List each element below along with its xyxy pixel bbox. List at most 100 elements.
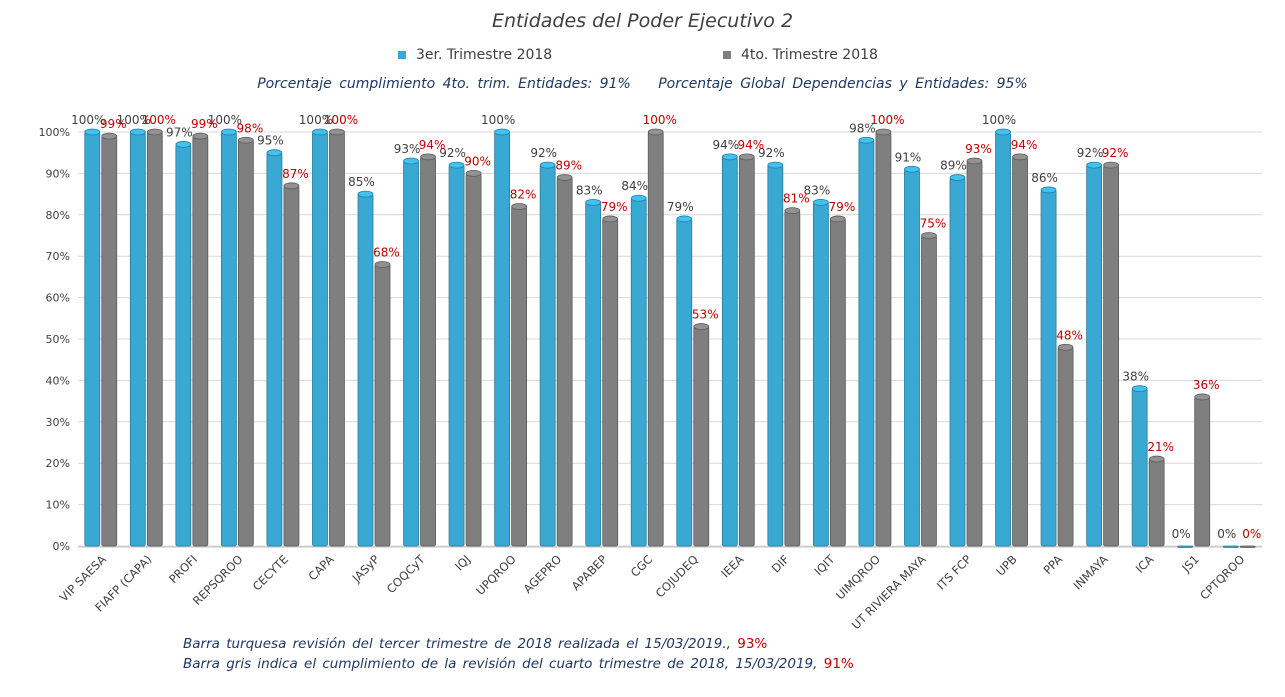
bar-top-4to-6 [374,261,391,268]
category-label: DIF [769,552,792,575]
bar-top-4to-22 [1103,161,1120,169]
bar-top-3er-20 [995,128,1011,136]
bar-3er-0 [84,131,101,547]
bar-4to-7 [420,156,436,547]
bar-4to-15 [784,210,801,547]
category-label: APABEP [569,552,610,593]
bar-top-3er-8 [448,161,465,169]
category-label: CECYTE [250,552,291,593]
data-label-3er: 100% [208,113,242,127]
bar-4to-11 [602,218,619,547]
data-label-4to: 94% [1011,138,1038,152]
category-label: COJUDEQ [653,552,701,600]
bar-top-4to-17 [875,128,892,136]
footnote-turquoise-text: Barra turquesa revisión del tercer trime… [183,636,731,652]
bar-3er-4 [266,152,283,547]
bar-3er-11 [585,201,602,547]
bar-top-4to-16 [829,215,846,223]
bar-top-4to-20 [1012,153,1028,161]
bar-top-3er-1 [129,128,146,136]
chart-title: Entidades del Poder Ejecutivo 2 [491,10,794,32]
bar-top-4to-5 [329,128,345,136]
bar-3er-15 [767,164,784,547]
data-label-3er: 100% [117,113,151,127]
chart-legend: 3er. Trimestre 2018 4to. Trimestre 2018 [0,47,1285,67]
bar-4to-22 [1103,164,1120,547]
data-label-3er: 100% [71,113,105,127]
y-tick-label: 30% [46,416,70,429]
category-label: ITS FCP [934,552,974,592]
bar-3er-20 [995,131,1011,547]
footnote-gray: Barra gris indica el cumplimiento de la … [183,656,854,672]
bar-3er-21 [1040,189,1057,547]
data-label-4to: 48% [1056,328,1083,342]
bar-4to-21 [1057,346,1074,547]
bar-3er-24 [1177,545,1194,548]
bar-top-3er-9 [494,128,511,136]
data-label-3er: 97% [166,125,193,139]
bar-4to-8 [465,172,482,547]
category-label: CAPA [305,552,336,583]
data-label-4to: 99% [191,117,218,131]
bar-top-3er-11 [585,198,602,206]
category-label: PPA [1040,552,1065,577]
bar-top-3er-21 [1040,186,1057,194]
bar-3er-1 [129,131,146,547]
data-label-4to: 89% [555,159,582,173]
bar-3er-17 [858,139,875,547]
data-label-3er: 94% [712,138,739,152]
bar-top-3er-0 [84,128,101,136]
bar-4to-13 [693,326,710,547]
bar-top-4to-9 [511,203,528,210]
bar-top-4to-15 [784,207,801,215]
bar-top-4to-23 [1148,455,1165,463]
data-label-3er: 92% [758,146,785,160]
data-label-3er: 38% [1122,370,1149,384]
data-label-3er: 92% [530,146,557,160]
category-label: CPTQROO [1197,552,1247,602]
bar-4to-25 [1239,545,1256,548]
bar-top-3er-4 [266,149,283,157]
footnote-turquoise: Barra turquesa revisión del tercer trime… [183,636,767,652]
y-tick-label: 100% [39,126,70,139]
y-tick-label: 20% [46,457,70,470]
data-label-3er: 84% [621,179,648,193]
bar-top-4to-14 [738,153,755,161]
bar-3er-13 [676,218,693,547]
subtitle-entidades: Porcentaje cumplimiento 4to. trim. Entid… [257,76,631,92]
data-label-4to: 81% [783,192,810,206]
bar-top-3er-10 [539,161,556,169]
data-label-4to: 98% [237,121,264,135]
bar-4to-12 [647,131,664,547]
bar-top-3er-2 [175,141,192,148]
legend-label: 4to. Trimestre 2018 [741,47,878,63]
bar-top-4to-13 [693,323,710,330]
y-tick-label: 50% [46,333,70,346]
bar-3er-18 [904,168,920,547]
category-label: CGC [628,552,656,580]
bar-3er-2 [175,144,192,547]
bar-top-4to-18 [921,232,937,239]
footnote-turquoise-value: 93% [737,636,768,652]
data-label-4to: 79% [601,200,628,214]
category-label: PROFI [166,552,200,586]
bar-3er-19 [949,177,966,547]
bar-4to-16 [829,218,846,547]
data-label-4to: 100% [643,113,677,127]
data-label-4to: 87% [282,167,309,181]
bar-4to-10 [556,177,573,547]
data-label-3er: 0% [1172,527,1191,541]
category-label: UPB [993,552,1019,578]
bar-3er-12 [630,197,647,547]
data-label-4to: 53% [692,308,719,322]
data-label-3er: 83% [576,183,603,197]
bar-top-4to-8 [465,169,482,177]
data-label-3er: 92% [1077,146,1104,160]
bar-top-4to-4 [283,182,300,190]
data-label-3er: 79% [667,200,694,214]
data-label-4to: 100% [870,113,904,127]
data-label-3er: 100% [299,113,333,127]
y-tick-label: 90% [46,167,70,180]
bar-4to-23 [1148,458,1165,547]
